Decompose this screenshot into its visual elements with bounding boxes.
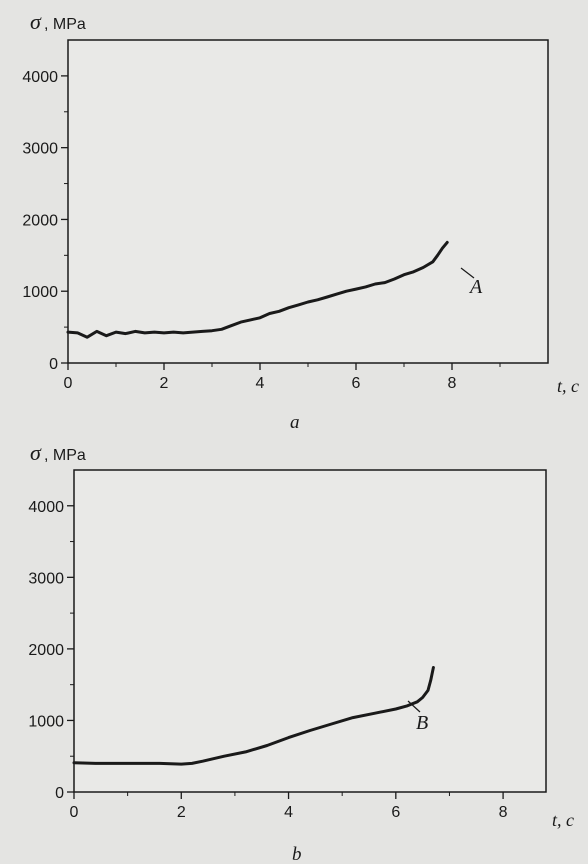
x-tick-label: 4 [284,804,293,821]
series-line-a [66,240,449,339]
x-tick-label: 0 [64,375,73,392]
ylabel-unit-a: , MPa [44,16,86,33]
xlabel-a: t, c [557,376,579,396]
curve-leader-b [407,700,421,713]
x-tick-label: 6 [352,375,361,392]
y-tick-label: 3000 [22,141,58,158]
ylabel-symbol-a: σ [30,9,42,34]
plot-frame-a [67,39,549,364]
y-tick-label: 0 [55,785,64,802]
y-tick-label: 4000 [28,499,64,516]
curve-label-a: A [468,276,483,298]
series-line-b [72,666,435,766]
x-tick-label: 8 [448,375,457,392]
x-tick-label: 8 [499,804,508,821]
tick-group-b: 0 2 4 6 8 0 1000 2000 3000 4000 [28,499,507,821]
chart-panel-b: σ , MPa 0 2 4 6 8 0 1000 2000 3000 4000 B t, c b [28,440,574,864]
panel-label-a: a [290,412,300,433]
y-tick-label: 3000 [28,570,64,587]
x-tick-label: 6 [391,804,400,821]
curve-label-b: B [416,712,428,734]
y-tick-label: 4000 [22,69,58,86]
ylabel-unit-b: , MPa [44,447,86,464]
panel-label-b: b [292,844,302,864]
xlabel-b: t, c [552,810,574,830]
x-tick-label: 4 [256,375,265,392]
plot-frame-b [73,469,547,793]
x-tick-label: 2 [160,375,169,392]
x-tick-label: 2 [177,804,186,821]
ylabel-symbol-b: σ [30,440,42,465]
x-tick-label: 0 [70,804,79,821]
y-tick-label: 2000 [28,642,64,659]
curve-leader-a [460,267,475,279]
y-tick-label: 1000 [28,713,64,730]
tick-group-a: 0 2 4 6 8 0 1000 2000 3000 4000 [22,69,501,392]
y-tick-label: 1000 [22,284,58,301]
y-tick-label: 0 [49,356,58,373]
chart-panel-a: σ , MPa 0 2 4 6 8 0 1000 2000 3000 4000 A t, c a [22,9,579,433]
y-tick-label: 2000 [22,212,58,229]
